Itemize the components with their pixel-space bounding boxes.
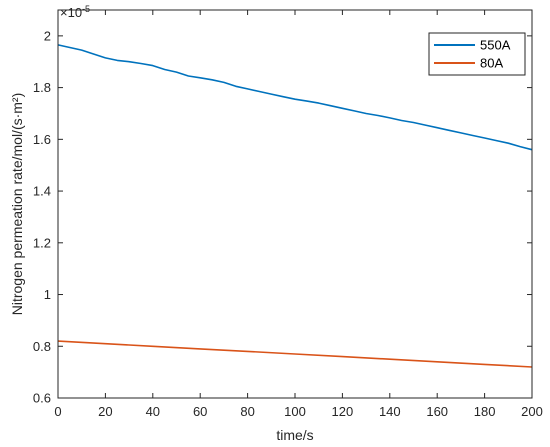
- y-tick-label: 1.2: [33, 235, 51, 250]
- x-tick-label: 180: [474, 404, 496, 419]
- y-tick-label: 1.8: [33, 80, 51, 95]
- y-ticks: 0.6 0.8 1 1.2 1.4 1.6 1.8 2: [33, 28, 532, 406]
- series-line-80a: [57, 340, 533, 368]
- exponent-label: ×10-5: [60, 4, 90, 20]
- x-tick-label: 140: [379, 404, 401, 419]
- x-tick-label: 60: [193, 404, 207, 419]
- x-tick-label: 100: [284, 404, 306, 419]
- x-tick-label: 200: [521, 404, 543, 419]
- y-tick-label: 1.4: [33, 184, 51, 199]
- legend-label-80a: 80A: [480, 56, 503, 71]
- y-tick-label: 1: [44, 287, 51, 302]
- y-tick-label: 0.8: [33, 339, 51, 354]
- x-ticks: 0 20 40 60 80 100 120 140 160 180 200: [54, 10, 543, 419]
- exponent-power: -5: [82, 4, 90, 14]
- legend-label-550a: 550A: [480, 38, 511, 53]
- legend: 550A 80A: [428, 32, 526, 76]
- x-tick-label: 160: [426, 404, 448, 419]
- x-axis-title: time/s: [276, 427, 313, 443]
- y-tick-label: 2: [44, 28, 51, 43]
- legend-box: [428, 32, 526, 76]
- y-axis-title: Nitrogen permeation rate/mol/(s·m²): [9, 93, 25, 316]
- x-tick-label: 20: [98, 404, 112, 419]
- y-tick-label: 1.6: [33, 132, 51, 147]
- x-tick-label: 40: [146, 404, 160, 419]
- series-layer: [57, 44, 533, 368]
- x-tick-label: 0: [54, 404, 61, 419]
- x-tick-label: 120: [332, 404, 354, 419]
- x-tick-label: 80: [240, 404, 254, 419]
- y-tick-label: 0.6: [33, 391, 51, 406]
- series-line-550a: [57, 44, 533, 151]
